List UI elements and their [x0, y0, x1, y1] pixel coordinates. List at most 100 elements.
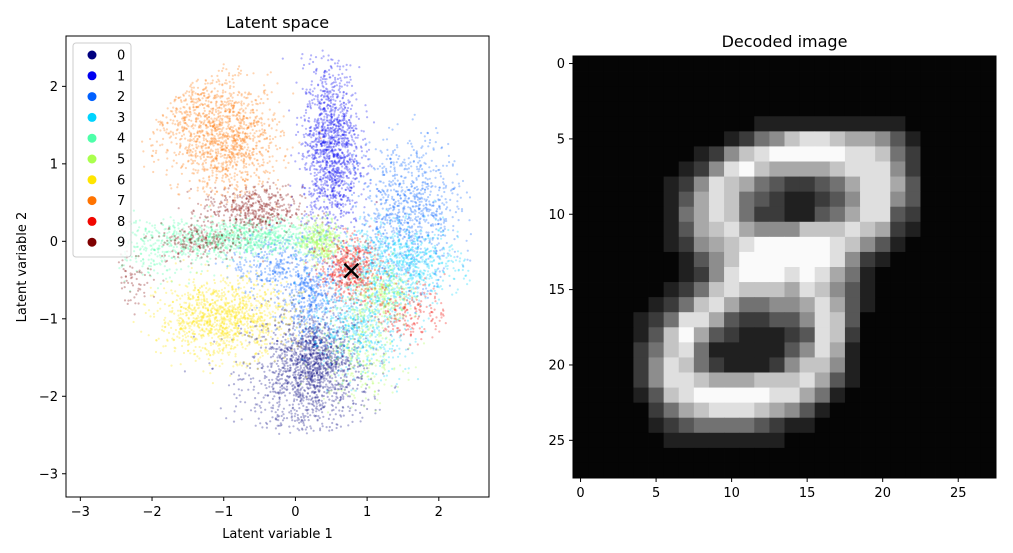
scatter-point	[453, 238, 456, 241]
scatter-point	[415, 188, 418, 192]
scatter-point	[249, 260, 252, 263]
scatter-point	[299, 325, 302, 328]
scatter-point	[304, 339, 307, 343]
scatter-point	[331, 369, 334, 372]
scatter-point	[388, 180, 391, 183]
scatter-point	[385, 171, 388, 174]
scatter-point	[268, 401, 271, 404]
scatter-point	[326, 184, 329, 187]
scatter-point	[380, 223, 383, 226]
scatter-point	[341, 225, 344, 228]
scatter-point	[306, 392, 309, 395]
scatter-point	[280, 284, 283, 287]
scatter-point	[329, 359, 332, 362]
scatter-point	[423, 198, 426, 201]
scatter-point	[323, 144, 326, 147]
scatter-point	[346, 160, 349, 163]
scatter-point	[340, 106, 343, 109]
scatter-point	[318, 365, 321, 368]
scatter-point	[338, 190, 341, 193]
scatter-point	[319, 272, 322, 275]
scatter-point	[304, 144, 307, 148]
scatter-point	[319, 117, 322, 120]
scatter-point	[345, 379, 348, 383]
scatter-point	[397, 211, 400, 214]
scatter-point	[323, 377, 326, 380]
scatter-point	[342, 101, 346, 104]
scatter-point	[381, 170, 385, 173]
scatter-point	[317, 348, 320, 351]
scatter-point	[283, 353, 287, 356]
scatter-point	[267, 394, 270, 397]
scatter-point	[309, 365, 312, 368]
scatter-point	[269, 277, 272, 280]
scatter-point	[268, 269, 272, 272]
scatter-point	[343, 106, 347, 109]
scatter-point	[321, 124, 325, 127]
scatter-point	[314, 139, 317, 142]
scatter-point	[412, 211, 415, 214]
scatter-point	[348, 131, 351, 134]
scatter-point	[396, 146, 399, 149]
scatter-point	[372, 121, 376, 124]
scatter-point	[303, 287, 306, 290]
scatter-point	[301, 363, 304, 366]
scatter-point	[290, 359, 293, 362]
scatter-point	[352, 324, 355, 327]
scatter-point	[326, 161, 329, 164]
scatter-point	[328, 398, 331, 401]
scatter-point	[409, 219, 412, 222]
scatter-point	[330, 342, 333, 346]
scatter-point	[427, 145, 430, 148]
scatter-point	[345, 174, 348, 178]
scatter-point	[336, 77, 339, 81]
scatter-point	[442, 164, 445, 167]
scatter-point	[270, 347, 273, 350]
scatter-point	[317, 328, 320, 331]
scatter-point	[288, 404, 291, 407]
scatter-point	[293, 328, 296, 332]
scatter-point	[274, 328, 277, 331]
scatter-point	[278, 391, 281, 394]
scatter-point	[275, 258, 278, 261]
scatter-point	[422, 207, 425, 210]
scatter-point	[340, 79, 343, 82]
scatter-point	[317, 199, 320, 202]
scatter-point	[394, 190, 397, 193]
scatter-point	[252, 377, 255, 380]
scatter-point	[326, 194, 329, 197]
scatter-point	[313, 316, 316, 319]
scatter-point	[356, 383, 359, 387]
scatter-point	[268, 378, 271, 382]
scatter-point	[347, 383, 350, 386]
scatter-point	[290, 347, 293, 350]
scatter-point	[305, 212, 308, 216]
scatter-point	[306, 281, 309, 285]
scatter-point	[318, 404, 321, 407]
scatter-point	[372, 347, 375, 350]
scatter-point	[258, 404, 261, 407]
scatter-point	[313, 157, 316, 160]
scatter-point	[314, 72, 317, 75]
scatter-point	[451, 192, 454, 195]
scatter-point	[441, 279, 445, 282]
scatter-point	[313, 87, 316, 90]
scatter-point	[381, 162, 384, 165]
scatter-point	[381, 207, 384, 210]
scatter-point	[427, 185, 430, 188]
scatter-point	[269, 390, 272, 393]
scatter-point	[301, 355, 304, 358]
scatter-point	[339, 376, 342, 380]
scatter-point	[332, 123, 336, 126]
scatter-point	[317, 352, 320, 355]
scatter-point	[381, 188, 384, 191]
scatter-point	[338, 176, 341, 179]
scatter-point	[288, 286, 291, 289]
scatter-point	[327, 391, 330, 394]
scatter-point	[324, 179, 327, 182]
scatter-point	[420, 156, 423, 159]
scatter-point	[457, 207, 460, 210]
scatter-point	[393, 177, 397, 180]
scatter-point	[266, 256, 269, 259]
